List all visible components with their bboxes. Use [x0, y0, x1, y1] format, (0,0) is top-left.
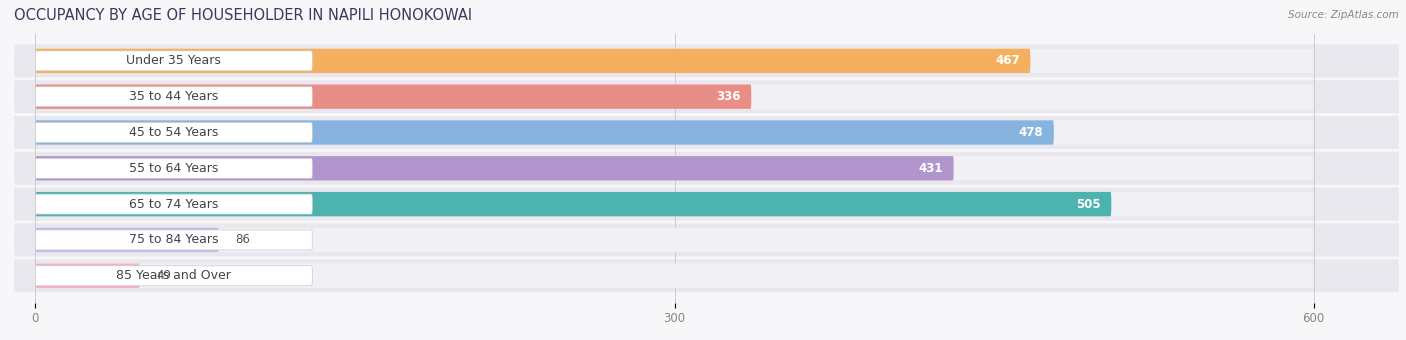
FancyBboxPatch shape [14, 152, 1399, 185]
FancyBboxPatch shape [35, 49, 1313, 73]
FancyBboxPatch shape [35, 266, 312, 286]
FancyBboxPatch shape [35, 194, 312, 214]
Text: 86: 86 [236, 234, 250, 246]
FancyBboxPatch shape [35, 192, 1111, 216]
Text: 478: 478 [1018, 126, 1043, 139]
FancyBboxPatch shape [35, 51, 312, 71]
FancyBboxPatch shape [14, 116, 1399, 149]
FancyBboxPatch shape [14, 259, 1399, 292]
FancyBboxPatch shape [35, 156, 1313, 181]
FancyBboxPatch shape [35, 120, 1054, 144]
FancyBboxPatch shape [35, 192, 1313, 216]
FancyBboxPatch shape [35, 49, 1031, 73]
Text: 55 to 64 Years: 55 to 64 Years [129, 162, 218, 175]
FancyBboxPatch shape [35, 85, 1313, 109]
FancyBboxPatch shape [35, 85, 751, 109]
Text: 35 to 44 Years: 35 to 44 Years [129, 90, 218, 103]
FancyBboxPatch shape [35, 120, 1313, 144]
FancyBboxPatch shape [35, 230, 312, 250]
Text: Source: ZipAtlas.com: Source: ZipAtlas.com [1288, 10, 1399, 20]
Text: 505: 505 [1076, 198, 1101, 210]
FancyBboxPatch shape [35, 87, 312, 107]
Text: Under 35 Years: Under 35 Years [127, 54, 221, 67]
Text: 49: 49 [157, 269, 172, 282]
Text: 85 Years and Over: 85 Years and Over [117, 269, 232, 282]
FancyBboxPatch shape [14, 223, 1399, 256]
Text: 45 to 54 Years: 45 to 54 Years [129, 126, 218, 139]
Text: 336: 336 [716, 90, 741, 103]
FancyBboxPatch shape [35, 158, 312, 178]
FancyBboxPatch shape [14, 188, 1399, 221]
Text: 65 to 74 Years: 65 to 74 Years [129, 198, 218, 210]
Text: 75 to 84 Years: 75 to 84 Years [129, 234, 218, 246]
FancyBboxPatch shape [14, 80, 1399, 113]
FancyBboxPatch shape [35, 228, 1313, 252]
Text: OCCUPANCY BY AGE OF HOUSEHOLDER IN NAPILI HONOKOWAI: OCCUPANCY BY AGE OF HOUSEHOLDER IN NAPIL… [14, 8, 472, 23]
FancyBboxPatch shape [35, 264, 139, 288]
FancyBboxPatch shape [35, 156, 953, 181]
Text: 431: 431 [918, 162, 943, 175]
FancyBboxPatch shape [35, 228, 218, 252]
FancyBboxPatch shape [14, 45, 1399, 77]
FancyBboxPatch shape [35, 122, 312, 142]
Text: 467: 467 [995, 54, 1019, 67]
FancyBboxPatch shape [35, 264, 1313, 288]
